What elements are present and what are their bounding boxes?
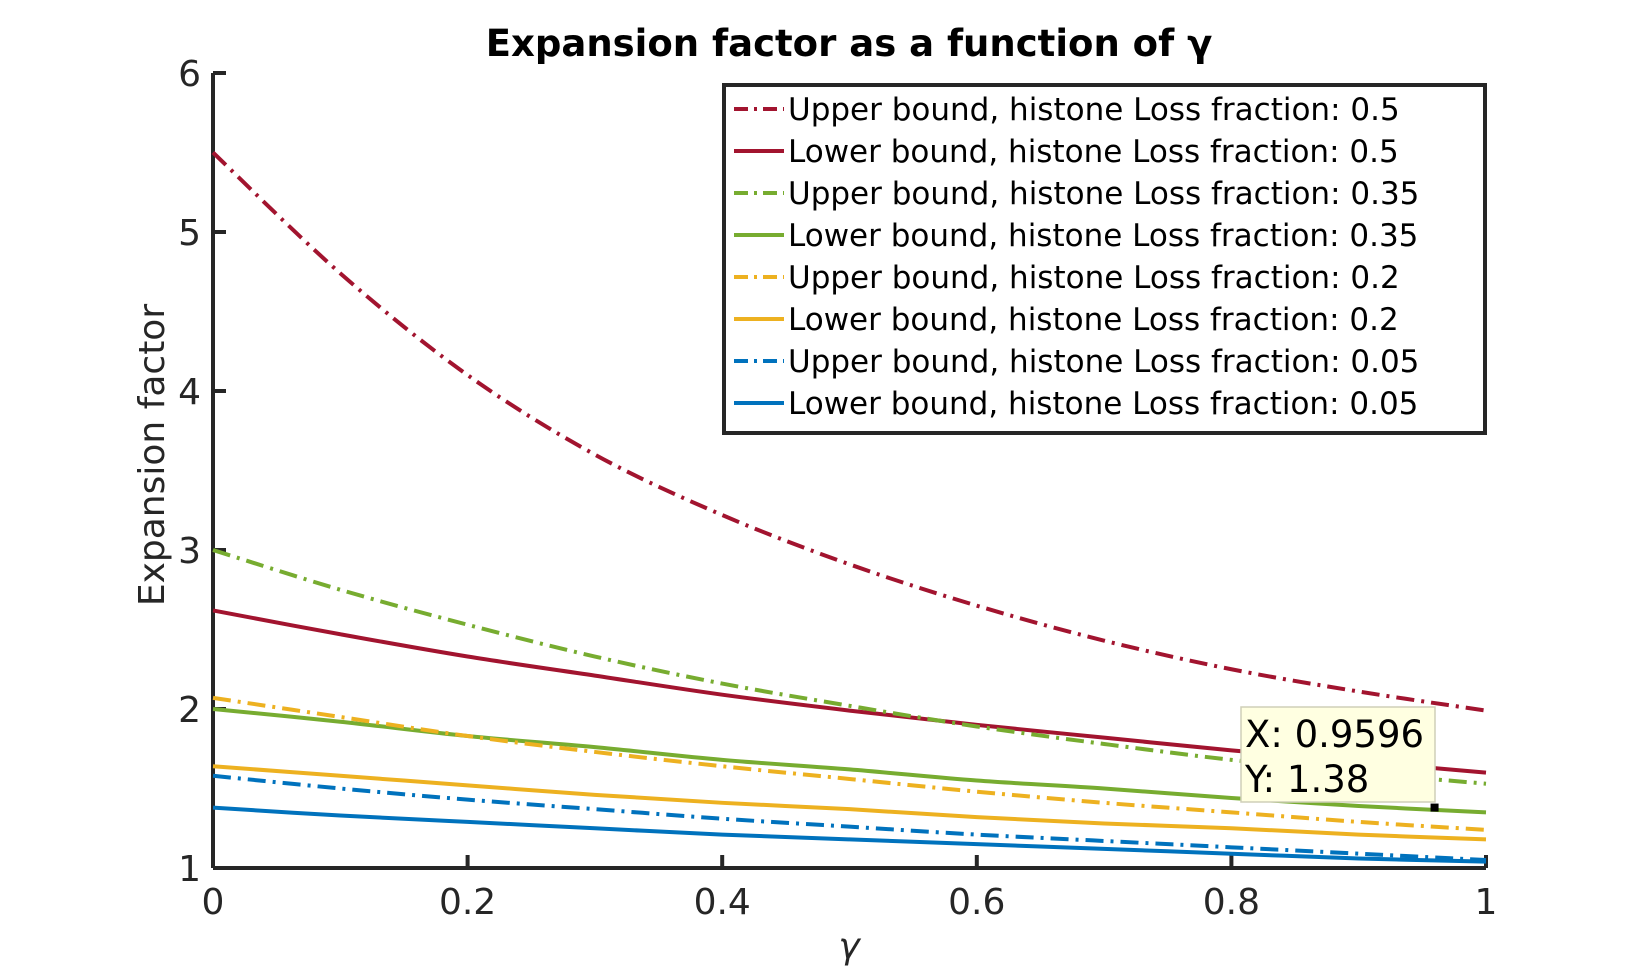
- y-tick-label: 3: [178, 531, 201, 572]
- y-tick-label: 6: [178, 54, 201, 95]
- data-tip-box: [1240, 706, 1436, 803]
- y-tick-label: 5: [178, 213, 201, 254]
- x-tick-label: 0.4: [694, 882, 751, 923]
- legend-entry-label: Lower bound, histone Loss fraction: 0.2: [788, 302, 1399, 338]
- legend-box: [722, 83, 1487, 435]
- data-tip-x-label: X: 0.9596: [1245, 713, 1424, 756]
- legend-entry-label: Upper bound, histone Loss fraction: 0.35: [788, 176, 1419, 212]
- x-tick-label: 0.2: [439, 882, 496, 923]
- x-tick-label: 0: [202, 882, 225, 923]
- plot-area: 0 0.2 0.4 0.6 0.8 1 1 2 3 4 5 6: [178, 54, 1497, 923]
- series-line-8: [212, 805, 1487, 864]
- x-tick-label: 0.6: [948, 882, 1005, 923]
- series-line-1: [211, 151, 1487, 713]
- legend-entry-label: Lower bound, histone Loss fraction: 0.05: [788, 386, 1418, 422]
- legend-entry-label: Lower bound, histone Loss fraction: 0.5: [788, 134, 1399, 170]
- legend-entry-label: Upper bound, histone Loss fraction: 0.5: [788, 92, 1400, 128]
- legend: Upper bound, histone Loss fraction: 0.5 L…: [722, 83, 1487, 435]
- legend-entry-label: Upper bound, histone Loss fraction: 0.2: [788, 260, 1400, 296]
- x-axis-label: γ: [838, 926, 861, 966]
- y-tick-label: 2: [178, 690, 201, 731]
- y-tick-label: 1: [178, 849, 201, 890]
- data-tip-y-label: Y: 1.38: [1244, 758, 1369, 801]
- data-tip-marker[interactable]: [1430, 803, 1439, 812]
- series-line-6: [212, 764, 1487, 842]
- series-line-7: [212, 773, 1487, 863]
- series-line-5: [212, 695, 1487, 832]
- x-tick-label: 1: [1475, 882, 1498, 923]
- series-line-3: [212, 548, 1487, 786]
- x-tick-label: 0.8: [1203, 882, 1260, 923]
- y-tick-label: 4: [178, 372, 201, 413]
- legend-entry-label: Upper bound, histone Loss fraction: 0.05: [788, 344, 1419, 380]
- legend-entry-label: Lower bound, histone Loss fraction: 0.35: [788, 218, 1418, 254]
- chart-title: Expansion factor as a function of γ: [486, 22, 1213, 65]
- y-axis-label: Expansion factor: [132, 304, 173, 606]
